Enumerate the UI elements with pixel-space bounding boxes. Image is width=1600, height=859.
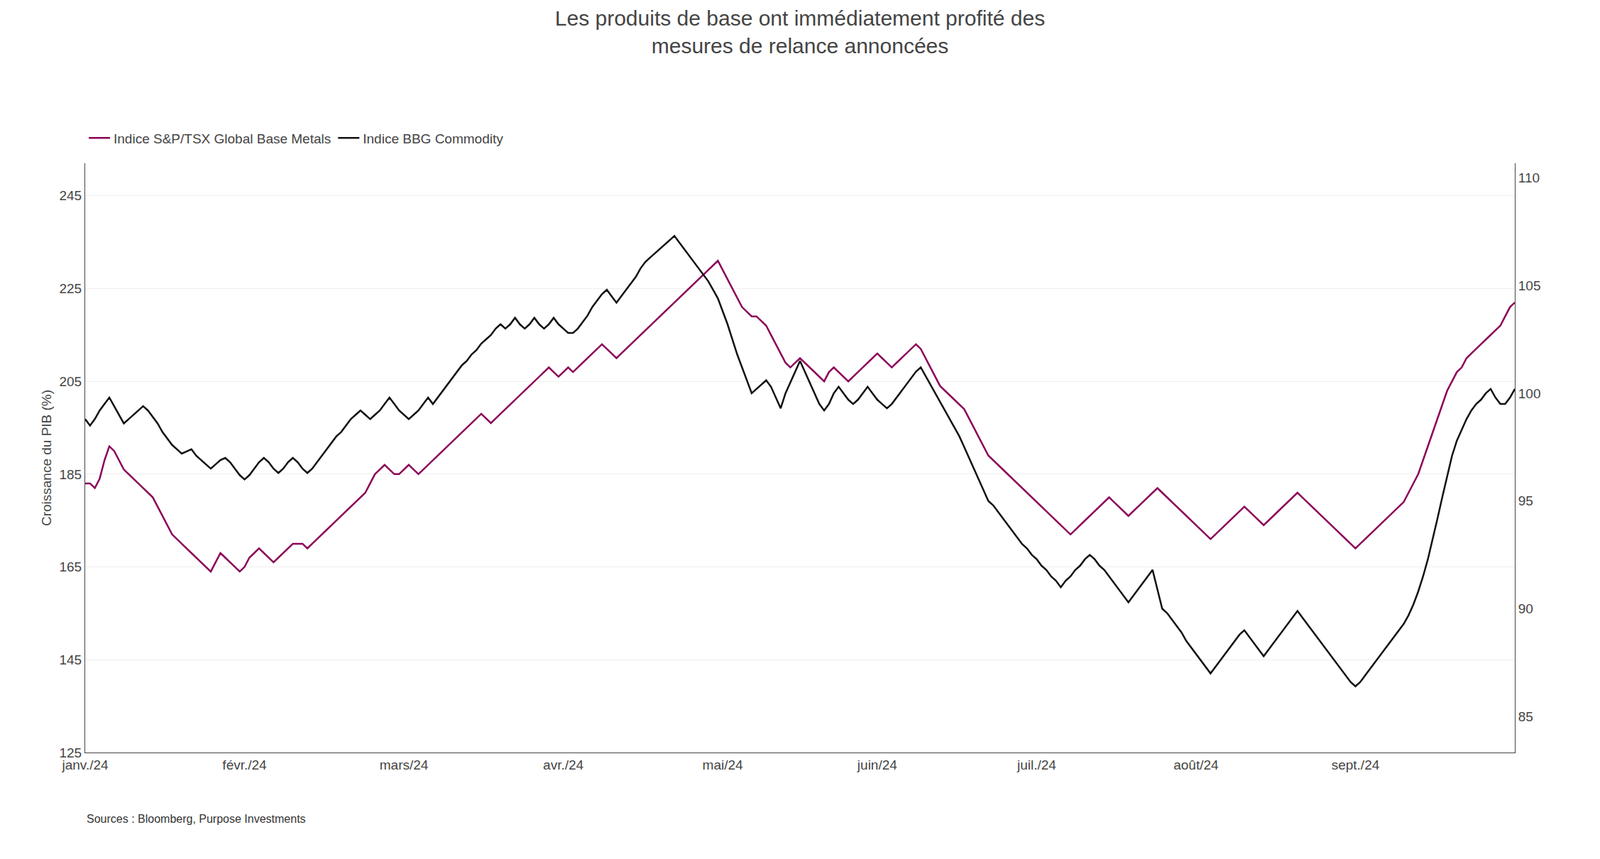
svg-text:165: 165: [58, 559, 82, 575]
svg-text:85: 85: [1518, 709, 1534, 725]
svg-text:févr./24: févr./24: [222, 757, 267, 773]
svg-text:Les produits de base ont imméd: Les produits de base ont immédiatement p…: [555, 6, 1045, 58]
svg-text:avr./24: avr./24: [543, 757, 584, 773]
svg-text:sept./24: sept./24: [1331, 757, 1380, 773]
svg-text:145: 145: [58, 652, 82, 668]
svg-text:août/24: août/24: [1173, 757, 1219, 773]
svg-text:Indice BBG Commodity: Indice BBG Commodity: [362, 131, 504, 147]
svg-text:95: 95: [1518, 493, 1534, 509]
svg-text:225: 225: [58, 281, 82, 297]
svg-text:90: 90: [1518, 601, 1534, 617]
svg-text:Sources : Bloomberg, Purpose I: Sources : Bloomberg, Purpose Investments: [86, 812, 306, 825]
svg-text:Indice S&P/TSX Global Base Met: Indice S&P/TSX Global Base Metals: [113, 131, 331, 147]
svg-text:juil./24: juil./24: [1016, 757, 1057, 773]
svg-text:juin/24: juin/24: [856, 757, 898, 773]
svg-text:100: 100: [1518, 386, 1542, 402]
svg-text:mai/24: mai/24: [702, 757, 744, 773]
svg-text:105: 105: [1518, 278, 1542, 294]
svg-text:245: 245: [58, 188, 82, 204]
svg-text:110: 110: [1518, 170, 1540, 186]
svg-text:janv./24: janv./24: [61, 757, 109, 773]
svg-text:185: 185: [58, 467, 82, 482]
svg-text:mars/24: mars/24: [379, 757, 429, 773]
svg-text:Croissance du PIB (%): Croissance du PIB (%): [39, 389, 54, 526]
svg-text:125: 125: [58, 745, 82, 761]
svg-text:205: 205: [58, 374, 82, 389]
